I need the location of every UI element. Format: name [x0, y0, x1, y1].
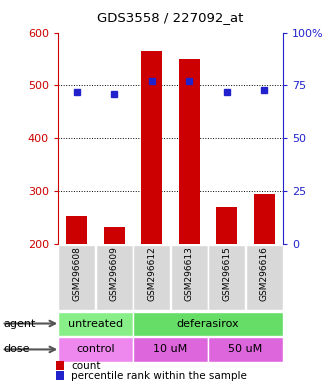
FancyBboxPatch shape — [58, 245, 95, 310]
Text: percentile rank within the sample: percentile rank within the sample — [71, 371, 247, 381]
Text: 50 uM: 50 uM — [228, 344, 262, 354]
Bar — [56, 361, 64, 370]
Text: untreated: untreated — [68, 318, 123, 329]
Text: dose: dose — [3, 344, 30, 354]
Bar — [141, 51, 162, 244]
Text: agent: agent — [3, 318, 36, 329]
Bar — [254, 194, 274, 244]
FancyBboxPatch shape — [96, 245, 133, 310]
Bar — [56, 371, 64, 380]
Text: count: count — [71, 361, 101, 371]
Bar — [104, 227, 124, 244]
Text: GSM296612: GSM296612 — [147, 246, 156, 301]
FancyBboxPatch shape — [58, 311, 133, 336]
Bar — [66, 216, 87, 244]
FancyBboxPatch shape — [208, 245, 245, 310]
Text: GSM296616: GSM296616 — [260, 246, 269, 301]
Text: GSM296615: GSM296615 — [222, 246, 231, 301]
FancyBboxPatch shape — [171, 245, 208, 310]
Text: GSM296613: GSM296613 — [185, 246, 194, 301]
FancyBboxPatch shape — [133, 245, 170, 310]
FancyBboxPatch shape — [133, 311, 283, 336]
Text: control: control — [76, 344, 115, 354]
Text: GSM296609: GSM296609 — [110, 246, 119, 301]
Text: GDS3558 / 227092_at: GDS3558 / 227092_at — [97, 12, 244, 25]
FancyBboxPatch shape — [246, 245, 283, 310]
FancyBboxPatch shape — [208, 336, 283, 362]
FancyBboxPatch shape — [133, 336, 208, 362]
Text: GSM296608: GSM296608 — [72, 246, 81, 301]
Text: 10 uM: 10 uM — [153, 344, 188, 354]
Bar — [179, 59, 200, 244]
FancyBboxPatch shape — [58, 336, 133, 362]
Bar — [216, 207, 237, 244]
Text: deferasirox: deferasirox — [177, 318, 239, 329]
